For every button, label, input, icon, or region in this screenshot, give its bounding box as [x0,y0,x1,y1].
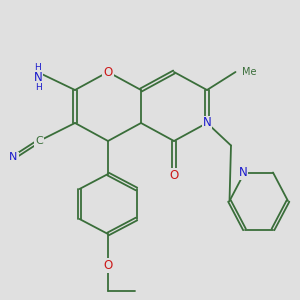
Text: Me: Me [242,67,256,77]
Text: N: N [34,71,43,84]
Text: H: H [34,63,41,72]
Text: O: O [169,169,178,182]
Text: N: N [202,116,211,130]
Text: N: N [9,152,18,163]
Text: N: N [238,166,247,179]
Text: H: H [35,83,41,92]
Text: O: O [103,259,112,272]
Text: O: O [103,65,112,79]
Text: C: C [35,136,43,146]
